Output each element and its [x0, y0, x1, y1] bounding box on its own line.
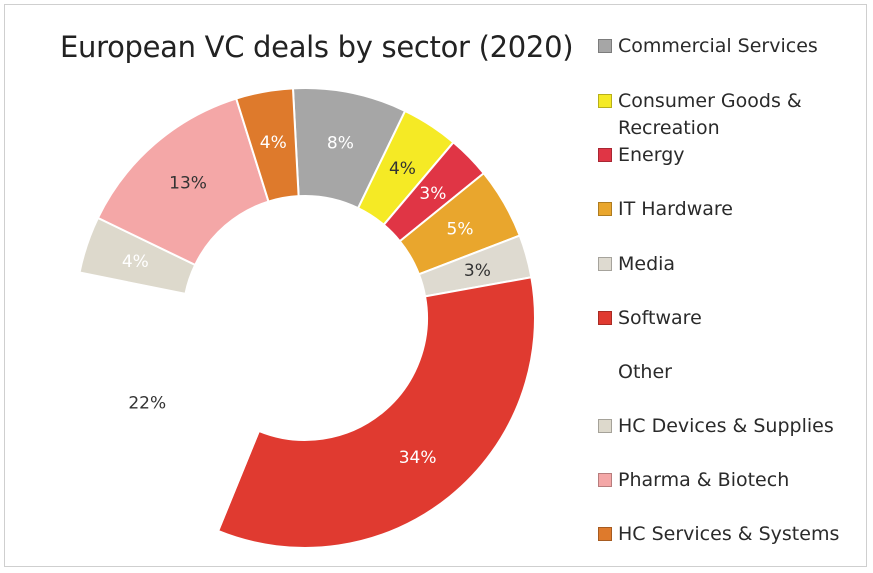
legend-item-media: Media [598, 251, 853, 278]
legend-item-software: Software [598, 305, 853, 332]
data-label-media: 3% [464, 261, 491, 281]
legend-label: Software [618, 307, 702, 329]
legend-swatch [598, 39, 612, 53]
slice-other [74, 271, 261, 533]
data-label-energy: 3% [419, 184, 446, 204]
chart-title: European VC deals by sector (2020) [60, 30, 574, 64]
data-label-software: 34% [399, 448, 437, 468]
legend-label: Media [618, 253, 676, 275]
legend-swatch [598, 419, 612, 433]
legend-swatch [598, 94, 612, 108]
data-label-consumer-goods-and-recreation: 4% [389, 159, 416, 179]
legend-item-consumer-goods-and-recreation: Consumer Goods & Recreation [598, 88, 853, 142]
legend-swatch [598, 311, 612, 325]
data-label-pharma-and-biotech: 13% [169, 173, 207, 193]
data-label-it-hardware: 5% [447, 220, 474, 240]
legend-label: Other [618, 361, 672, 383]
legend-swatch [598, 527, 612, 541]
legend-label: Commercial Services [618, 35, 818, 57]
legend-label: HC Devices & Supplies [618, 415, 834, 437]
legend-swatch [598, 257, 612, 271]
legend-label: Pharma & Biotech [618, 469, 790, 491]
legend-item-hc-devices-and-supplies: HC Devices & Supplies [598, 413, 853, 440]
legend-item-pharma-and-biotech: Pharma & Biotech [598, 467, 853, 494]
data-label-hc-services-and-systems: 4% [260, 133, 287, 153]
legend-label: HC Services & Systems [618, 523, 840, 545]
slice-software [216, 276, 536, 549]
legend-label: IT Hardware [618, 198, 733, 220]
data-label-other: 22% [128, 394, 166, 414]
legend-item-other: Other [598, 359, 853, 386]
legend-swatch [598, 148, 612, 162]
legend-label: Consumer Goods & Recreation [618, 90, 802, 139]
legend-swatch [598, 202, 612, 216]
legend-label: Energy [618, 144, 685, 166]
legend-swatch [598, 473, 612, 487]
legend-item-it-hardware: IT Hardware [598, 196, 853, 223]
slice-hc-services-and-systems [234, 87, 300, 203]
legend-item-energy: Energy [598, 142, 853, 169]
data-label-commercial-services: 8% [327, 134, 354, 154]
legend-item-commercial-services: Commercial Services [598, 33, 853, 60]
data-label-hc-devices-and-supplies: 4% [122, 252, 149, 272]
legend-swatch [598, 365, 612, 379]
legend-item-hc-services-and-systems: HC Services & Systems [598, 521, 853, 548]
